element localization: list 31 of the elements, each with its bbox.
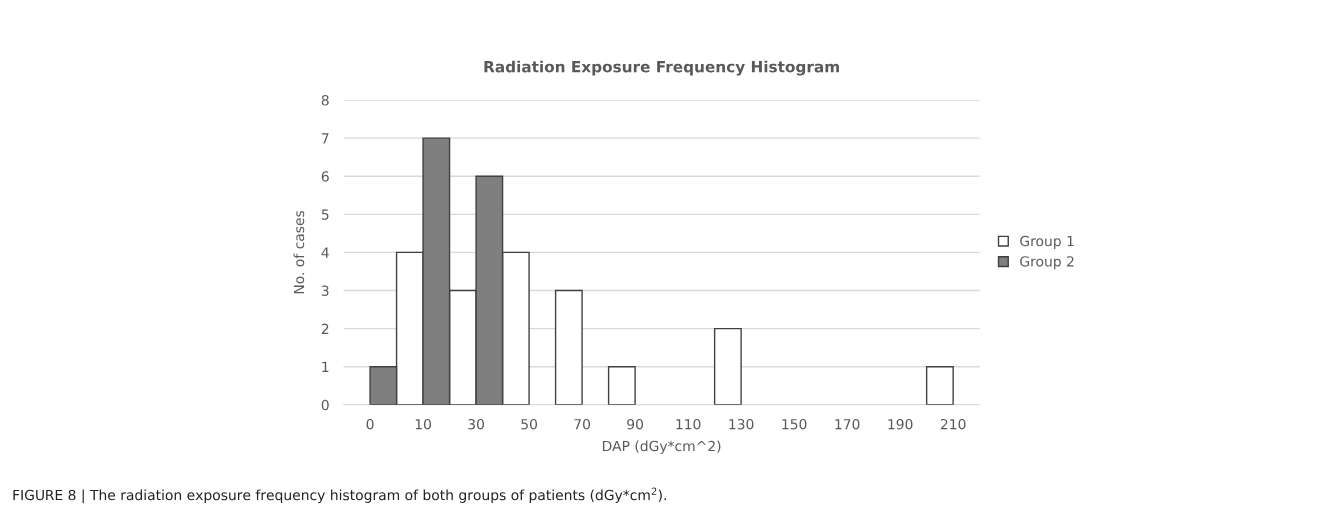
x-tick-label: 210 — [940, 418, 966, 430]
x-tick-label: 110 — [676, 418, 701, 430]
bar — [925, 366, 954, 405]
x-tick-label: 0 — [366, 418, 374, 430]
bar — [554, 289, 583, 405]
x-tick-label: 190 — [888, 418, 913, 430]
x-tick-label: 170 — [835, 418, 860, 430]
legend-label: Group 2 — [1020, 256, 1074, 270]
y-tick-label: 1 — [322, 361, 329, 372]
y-tick-label: 4 — [321, 247, 329, 258]
y-tick-label: 0 — [321, 399, 329, 411]
chart-title: Radiation Exposure Frequency Histogram — [484, 60, 839, 76]
x-tick-label: 50 — [521, 418, 537, 430]
x-tick-label: 130 — [729, 418, 754, 430]
caption: FIGURE 8 | The radiation exposure frequency histogram of both groups of patients (dGy*cm$^{2}$). — [13, 487, 666, 504]
y-tick-label: 6 — [321, 171, 329, 182]
y-tick-label: 5 — [321, 209, 329, 220]
x-tick-label: 30 — [468, 418, 484, 430]
y-tick-label: 3 — [321, 285, 329, 296]
y-tick-label: 8 — [321, 95, 329, 106]
x-axis-title: DAP (dGy*cm^2) — [602, 440, 721, 454]
y-tick-label: 2 — [321, 323, 329, 334]
x-tick-label: 70 — [574, 418, 591, 430]
y-axis-title: No. of cases — [293, 210, 305, 294]
x-tick-label: 10 — [415, 418, 431, 430]
y-tick-label: 7 — [321, 133, 329, 144]
bar — [607, 366, 636, 405]
x-tick-label: 150 — [782, 418, 807, 430]
x-tick-label: 90 — [627, 418, 644, 430]
legend-label: Group 1 — [1020, 235, 1074, 249]
bar — [713, 327, 742, 405]
